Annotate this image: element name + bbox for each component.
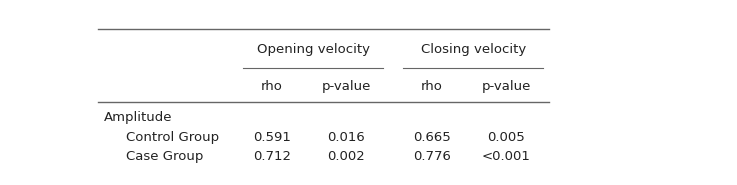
Text: rho: rho (261, 80, 283, 93)
Text: 0.002: 0.002 (327, 150, 365, 163)
Text: Control Group: Control Group (127, 131, 220, 144)
Text: Opening velocity: Opening velocity (257, 43, 370, 56)
Text: 0.016: 0.016 (327, 131, 365, 144)
Text: 0.005: 0.005 (487, 131, 525, 144)
Text: 0.776: 0.776 (413, 150, 451, 163)
Text: <0.001: <0.001 (482, 150, 531, 163)
Text: 0.591: 0.591 (253, 131, 291, 144)
Text: Case Group: Case Group (127, 150, 203, 163)
Text: p-value: p-value (321, 80, 371, 93)
Text: p-value: p-value (481, 80, 531, 93)
Text: 0.665: 0.665 (413, 131, 451, 144)
Text: rho: rho (421, 80, 443, 93)
Text: 0.712: 0.712 (253, 150, 291, 163)
Text: Closing velocity: Closing velocity (421, 43, 526, 56)
Text: Amplitude: Amplitude (103, 111, 172, 124)
